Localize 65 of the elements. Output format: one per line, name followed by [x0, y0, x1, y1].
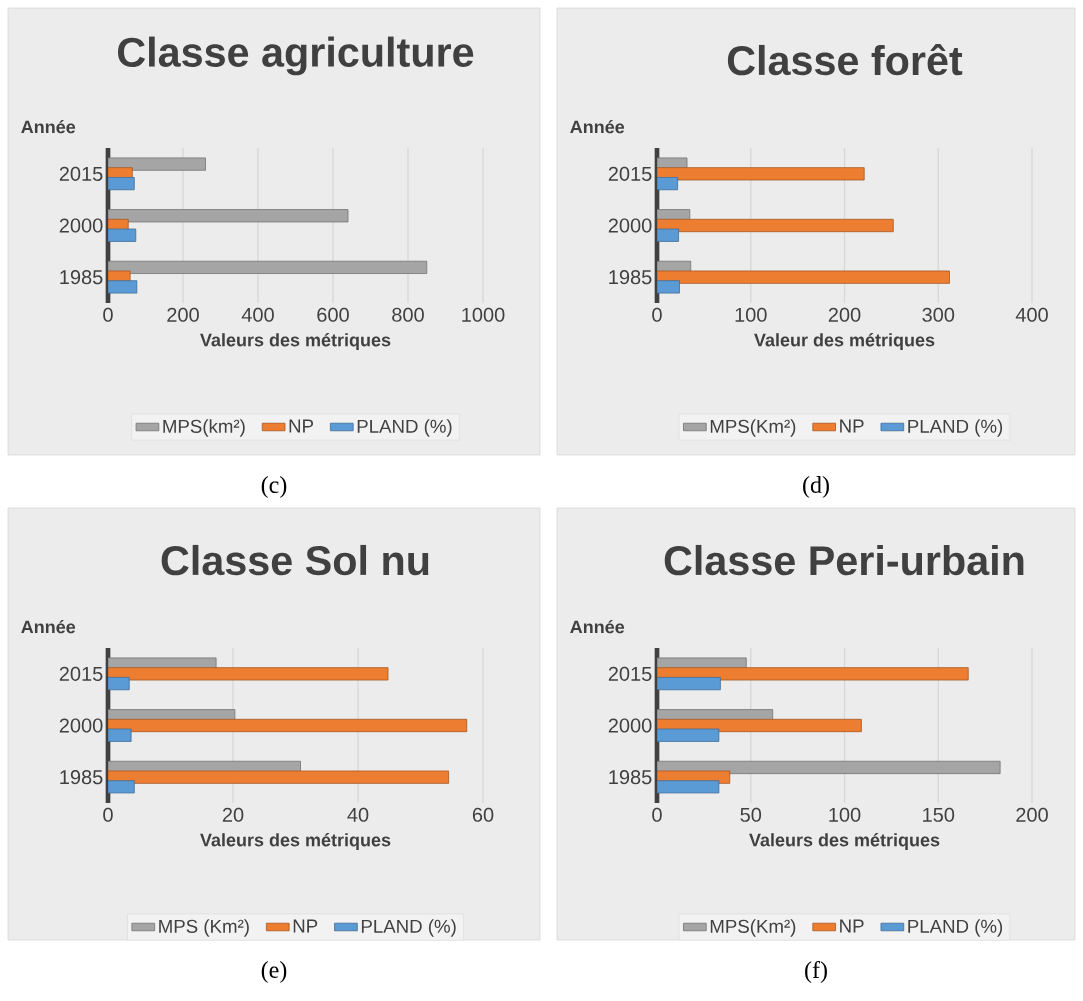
y-tick-label: 2015	[59, 166, 103, 181]
legend-label: MPS (Km²)	[159, 919, 249, 937]
bar	[657, 760, 1001, 775]
x-tick-label: 200	[167, 307, 199, 322]
x-tick-label: 0	[103, 807, 113, 822]
chart-title: Classe agriculture	[118, 36, 474, 76]
y-axis-title: Année	[21, 119, 76, 134]
legend-label: NP	[840, 919, 864, 933]
y-tick-label: 1985	[609, 270, 652, 285]
x-tick-label: 1000	[462, 307, 505, 322]
legend-label: PLAND (%)	[361, 919, 456, 937]
x-tick-label: 600	[317, 307, 349, 322]
bar	[657, 667, 969, 681]
legend-label: MPS(km²)	[163, 419, 245, 437]
x-tick-label: 150	[923, 807, 955, 822]
y-tick-label: 2000	[608, 218, 652, 233]
legend-label: PLAND (%)	[357, 419, 452, 437]
x-tick-label: 800	[392, 307, 424, 322]
bar	[108, 228, 137, 242]
x-axis-title: Valeur des métriques	[754, 333, 935, 350]
legend-label: MPS(Km²)	[710, 419, 796, 437]
x-tick-label: 400	[241, 307, 274, 322]
x-tick-label: 60	[472, 807, 494, 822]
y-axis-title: Année	[570, 619, 625, 634]
y-tick-label: 1985	[60, 270, 103, 285]
y-tick-label: 2015	[608, 666, 652, 681]
x-axis-title: Valeurs des métriques	[749, 833, 940, 850]
chart-title: Classe Sol nu	[161, 544, 429, 576]
legend-label: NP	[293, 919, 318, 933]
y-tick-label: 1985	[60, 770, 103, 785]
x-tick-label: 50	[740, 807, 762, 822]
x-tick-label: 400	[1015, 307, 1048, 322]
text: (f)	[805, 961, 827, 983]
x-tick-label: 0	[652, 307, 662, 322]
legend-label: MPS(Km²)	[710, 919, 796, 937]
text: (c)	[261, 476, 287, 498]
x-tick-label: 0	[103, 307, 113, 322]
chart-title: Classe forêt	[727, 44, 963, 76]
x-tick-label: 300	[922, 307, 955, 322]
legend-label: PLAND (%)	[908, 419, 1003, 437]
y-axis-title: Année	[570, 119, 625, 134]
text: (e)	[261, 961, 287, 983]
x-axis-title: Valeurs des métriques	[200, 333, 391, 350]
y-tick-label: 1985	[609, 770, 652, 785]
legend-label: NP	[840, 419, 864, 433]
y-tick-label: 2015	[59, 666, 103, 681]
x-tick-label: 0	[652, 807, 662, 822]
y-axis-title: Année	[21, 619, 76, 634]
x-tick-label: 200	[1016, 807, 1048, 822]
legend-label: NP	[289, 419, 314, 433]
y-tick-label: 2000	[59, 218, 103, 233]
bar	[108, 176, 135, 191]
x-tick-label: 100	[829, 807, 861, 822]
y-tick-label: 2000	[59, 718, 103, 733]
x-tick-label: 100	[735, 307, 767, 322]
bar	[108, 280, 138, 294]
x-tick-label: 200	[828, 307, 861, 322]
chart-title: Classe Peri-urbain	[664, 544, 1024, 576]
legend-label: PLAND (%)	[908, 919, 1003, 937]
y-tick-label: 2000	[608, 718, 652, 733]
x-axis-title: Valeurs des métriques	[200, 833, 391, 850]
x-tick-label: 20	[222, 807, 244, 822]
text: (d)	[803, 476, 829, 498]
x-tick-label: 40	[347, 807, 369, 822]
y-tick-label: 2015	[608, 166, 652, 181]
